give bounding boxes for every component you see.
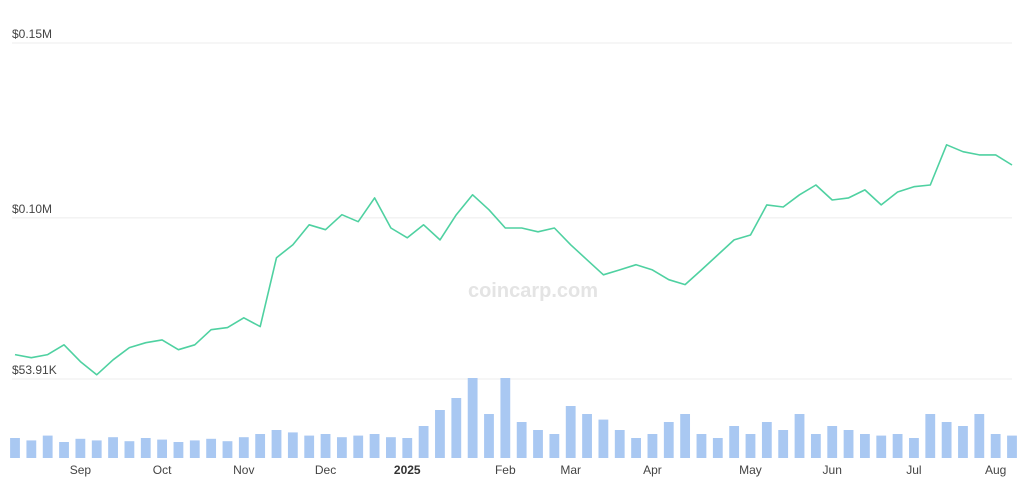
x-tick-label: May: [739, 463, 762, 477]
x-tick-label: Jun: [823, 463, 842, 477]
volume-bar: [958, 426, 968, 458]
volume-bar: [516, 422, 527, 458]
volume-bar: [729, 426, 740, 458]
y-tick-label: $53.91K: [12, 363, 57, 377]
x-tick-label: Mar: [560, 463, 581, 477]
volume-bar: [140, 438, 151, 458]
volume-bar: [827, 426, 838, 458]
volume-bar: [467, 378, 478, 458]
volume-bar: [614, 430, 625, 458]
volume-bar: [484, 414, 494, 458]
volume-bar: [631, 438, 641, 458]
volume-bar: [680, 414, 691, 458]
volume-bar: [435, 410, 445, 458]
volume-bar: [108, 437, 118, 458]
volume-bar: [353, 435, 364, 458]
volume-bar: [222, 441, 233, 458]
volume-bar: [925, 414, 936, 458]
volume-bar: [794, 414, 805, 458]
volume-bar: [598, 419, 609, 458]
volume-bar: [810, 434, 821, 458]
volume-bar: [647, 434, 658, 458]
volume-bar: [287, 432, 298, 458]
volume-bar: [549, 434, 560, 458]
watermark: coincarp.com: [468, 280, 598, 302]
volume-bar: [990, 434, 1001, 458]
x-tick-label: Nov: [233, 463, 254, 477]
volume-bar: [712, 438, 723, 458]
volume-bar: [336, 437, 347, 458]
volume-bar: [304, 435, 315, 458]
volume-bar: [369, 434, 380, 458]
volume-bar: [533, 430, 543, 458]
volume-bar: [451, 398, 462, 458]
volume-bar: [157, 439, 168, 458]
volume-bar: [565, 406, 576, 458]
volume-bar: [255, 434, 266, 458]
volume-bar: [696, 434, 707, 458]
volume-bar: [386, 437, 396, 458]
volume-bar: [238, 437, 249, 458]
volume-bar: [778, 430, 789, 458]
x-tick-label: Aug: [985, 463, 1006, 477]
volume-bar: [941, 422, 952, 458]
volume-bar: [320, 434, 331, 458]
x-tick-label: Feb: [495, 463, 516, 477]
volume-bar: [206, 438, 217, 458]
volume-bar: [892, 434, 903, 458]
volume-bar: [189, 440, 200, 458]
volume-bar: [859, 434, 870, 458]
x-tick-label: Apr: [643, 463, 662, 477]
volume-bar: [582, 414, 592, 458]
y-tick-label: $0.15M: [12, 27, 52, 41]
volume-bar: [745, 434, 756, 458]
volume-bar: [1007, 435, 1017, 458]
volume-bar: [761, 422, 772, 458]
price-line: [14, 144, 1013, 376]
volume-bar: [843, 430, 854, 458]
volume-bar: [26, 440, 37, 458]
volume-bar: [402, 438, 413, 458]
volume-bar: [42, 435, 53, 458]
volume-bar: [173, 442, 184, 458]
volume-bar: [10, 438, 20, 458]
x-tick-label: Oct: [153, 463, 172, 477]
volume-bar: [663, 422, 674, 458]
x-tick-label: 2025: [394, 463, 421, 477]
volume-bar: [59, 442, 69, 458]
volume-bar: [91, 440, 102, 458]
x-tick-label: Jul: [906, 463, 921, 477]
volume-bar: [876, 435, 887, 458]
volume-bar: [974, 414, 985, 458]
volume-bar: [418, 426, 429, 458]
volume-bar: [909, 438, 919, 458]
volume-bar: [124, 441, 135, 458]
volume-bar: [271, 430, 282, 458]
x-tick-label: Sep: [70, 463, 92, 477]
x-tick-label: Dec: [315, 463, 336, 477]
volume-bar: [75, 438, 86, 458]
y-tick-label: $0.10M: [12, 202, 52, 216]
volume-bar: [500, 378, 511, 458]
